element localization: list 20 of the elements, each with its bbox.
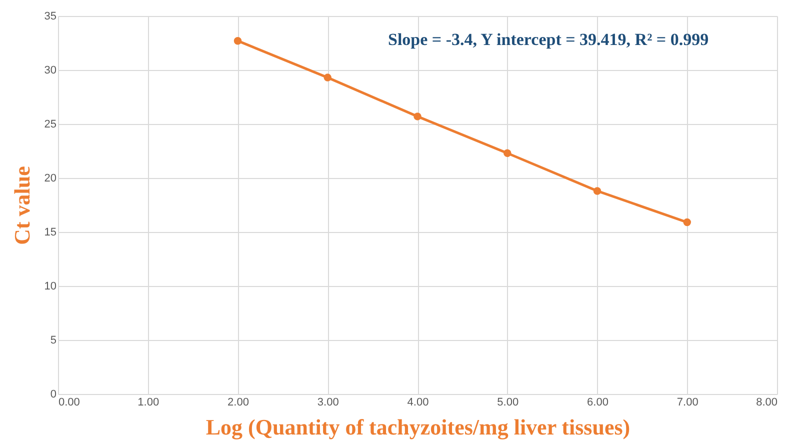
y-tick-label: 25 <box>44 118 56 130</box>
x-tick-label: 1.00 <box>138 396 160 408</box>
x-tick-label: 0.00 <box>58 396 80 408</box>
x-tick-label: 2.00 <box>228 396 249 408</box>
x-tick-label: 4.00 <box>407 396 429 408</box>
y-tick-label: 0 <box>50 388 56 400</box>
y-tick-label: 10 <box>44 280 56 292</box>
y-tick-label: 35 <box>44 10 56 22</box>
x-axis-title: Log (Quantity of tachyzoites/mg liver tissues) <box>206 414 630 440</box>
x-tick-label: 8.00 <box>756 396 778 408</box>
y-tick-label: 5 <box>50 334 56 346</box>
y-tick-label: 20 <box>44 172 56 184</box>
y-tick-label: 30 <box>44 64 56 76</box>
y-axis-title: Ct value <box>9 166 34 245</box>
x-tick-label: 5.00 <box>497 396 519 408</box>
x-tick-label: 6.00 <box>587 396 608 408</box>
annotation: Slope = -3.4, Y intercept = 39.419, R² = 0.999 <box>388 30 709 49</box>
x-tick-label: 3.00 <box>317 396 339 408</box>
y-tick-label: 15 <box>44 226 56 238</box>
x-tick-label: 7.00 <box>676 396 698 408</box>
